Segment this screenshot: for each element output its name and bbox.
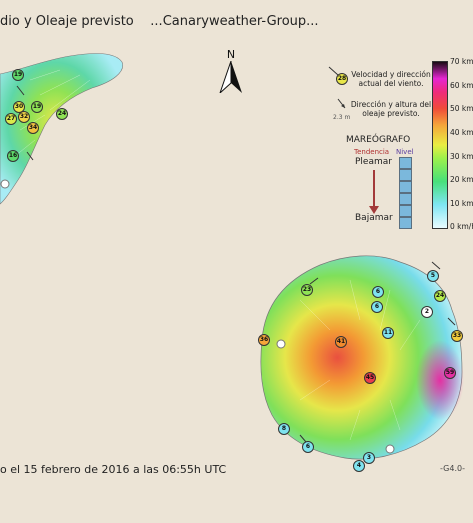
wind-station-marker: 16 xyxy=(7,150,19,162)
forecast-date: o el 15 febrero de 2016 a las 06:55h UTC xyxy=(0,463,227,476)
wind-station-marker: 6 xyxy=(371,301,383,313)
scale-label: 0 km/h xyxy=(450,222,473,231)
map-title: dio y Oleaje previsto ...Canaryweather-G… xyxy=(0,14,319,29)
wind-station-marker: 30 xyxy=(13,101,25,113)
north-label: N xyxy=(226,48,236,61)
wind-station-marker: 6 xyxy=(302,441,314,453)
wind-station-marker: 24 xyxy=(434,290,446,302)
tide-trend-label: Tendencia xyxy=(354,148,390,156)
scale-label: 70 km/h xyxy=(450,57,473,66)
wind-station-marker: 33 xyxy=(451,330,463,342)
tide-level-box xyxy=(399,217,412,229)
wind-station-marker: 24 xyxy=(56,108,68,120)
tide-level-box xyxy=(399,157,412,169)
wind-station-marker: 3 xyxy=(363,452,375,464)
tide-level-box xyxy=(399,193,412,205)
wind-station-marker: 11 xyxy=(382,327,394,339)
tide-high-label: Pleamar xyxy=(355,157,392,167)
wind-station-marker: 8 xyxy=(278,423,290,435)
tide-level-box xyxy=(399,205,412,217)
wind-station-marker: 6 xyxy=(372,286,384,298)
tide-level-label: Nivel xyxy=(396,148,414,156)
north-arrow-icon xyxy=(219,60,242,94)
wind-station-marker: 59 xyxy=(444,367,456,379)
wind-station-marker: 2 xyxy=(421,306,433,318)
wind-station-marker: 36 xyxy=(258,334,270,346)
tide-level-box xyxy=(399,181,412,193)
scale-label: 60 km/h xyxy=(450,81,473,90)
tide-title: MAREÓGRAFO xyxy=(346,135,411,145)
wind-station-marker: 32 xyxy=(18,111,30,123)
scale-label: 20 km/h xyxy=(450,175,473,184)
wind-station-marker: 45 xyxy=(364,372,376,384)
scale-label: 40 km/h xyxy=(450,128,473,137)
wind-speed-colorbar xyxy=(432,61,448,229)
scale-label: 10 km/h xyxy=(450,199,473,208)
wind-station-marker: 4 xyxy=(353,460,365,472)
wind-station-marker: 19 xyxy=(31,101,43,113)
version-code: -G4.0- xyxy=(440,464,465,473)
legend-wind-text: Velocidad y dirección actual del viento. xyxy=(351,70,431,88)
north-indicator: N xyxy=(218,48,244,98)
scale-label: 30 km/h xyxy=(450,152,473,161)
wind-station-marker: 23 xyxy=(301,284,313,296)
legend-wind-marker: 28 xyxy=(336,73,348,85)
wind-station-marker: 5 xyxy=(427,270,439,282)
tide-low-label: Bajamar xyxy=(355,213,393,223)
wind-station-marker: 41 xyxy=(335,336,347,348)
scale-label: 50 km/h xyxy=(450,104,473,113)
legend-wave-height: 2.3 m xyxy=(333,114,351,121)
tide-level-box xyxy=(399,169,412,181)
wind-station-marker: 27 xyxy=(5,113,17,125)
tenerife-island xyxy=(0,53,123,205)
wind-station-marker: 34 xyxy=(27,122,39,134)
legend-wave-text: Dirección y altura del oleaje previsto. xyxy=(350,100,432,118)
wind-station-marker: 19 xyxy=(12,69,24,81)
